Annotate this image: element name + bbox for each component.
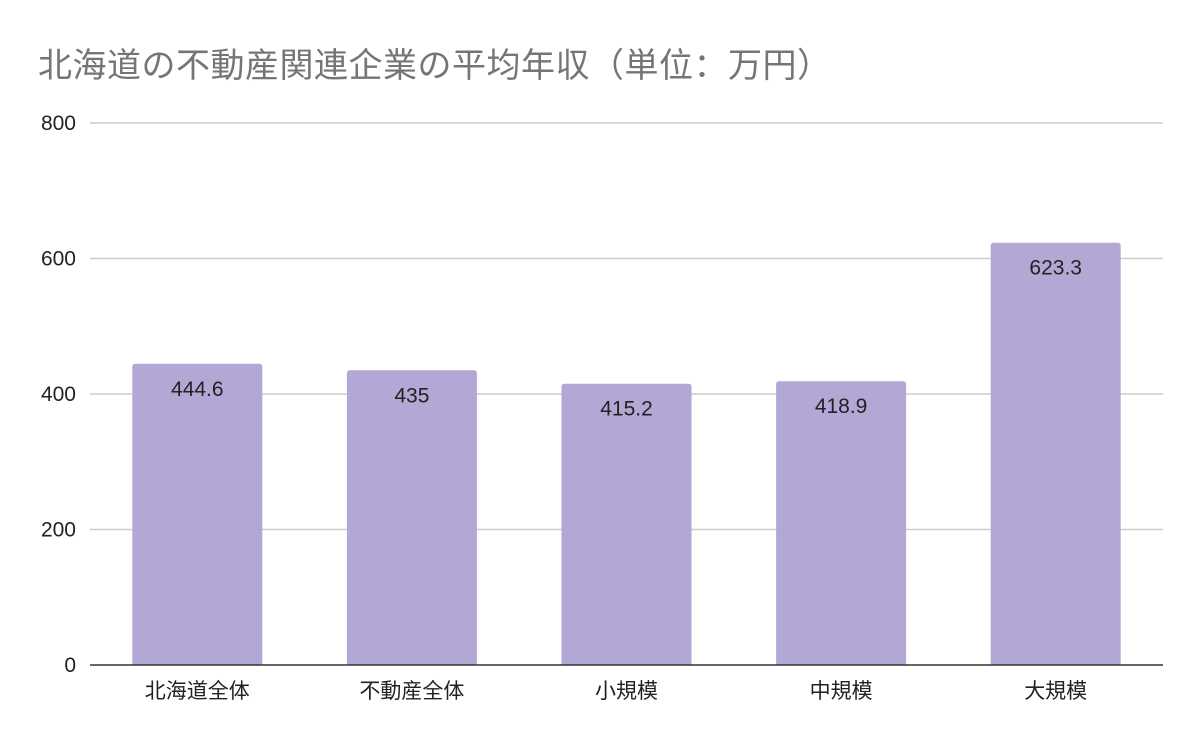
data-label: 418.9 xyxy=(815,395,868,418)
y-tick-label: 200 xyxy=(41,519,76,542)
data-label: 444.6 xyxy=(171,378,224,401)
data-labels: 444.6 435 415.2 418.9 623.3 xyxy=(171,257,1082,421)
x-category-label: 不動産全体 xyxy=(359,679,464,703)
x-category-label: 中規模 xyxy=(810,679,873,703)
x-category-label: 大規模 xyxy=(1024,679,1087,703)
bar-4 xyxy=(776,381,907,665)
chart-title: 北海道の不動産関連企業の平均年収（単位：万円） xyxy=(38,46,832,86)
data-label: 435 xyxy=(394,384,429,407)
x-category-label: 小規模 xyxy=(595,679,658,703)
y-tick-label: 0 xyxy=(64,654,76,677)
y-tick-label: 800 xyxy=(41,112,76,135)
data-label: 415.2 xyxy=(600,398,653,421)
y-tick-label: 600 xyxy=(41,248,76,271)
x-axis-category-labels: 北海道全体 不動産全体 小規模 中規模 大規模 xyxy=(145,679,1087,703)
data-label: 623.3 xyxy=(1029,257,1082,280)
bars xyxy=(132,242,1121,666)
y-axis-tick-labels: 0 200 400 600 800 xyxy=(41,112,76,677)
y-tick-label: 400 xyxy=(41,383,76,406)
bar-5 xyxy=(990,242,1121,666)
bar-1 xyxy=(132,363,263,665)
bar-3 xyxy=(561,383,692,665)
x-category-label: 北海道全体 xyxy=(145,679,250,703)
bar-2 xyxy=(346,370,477,665)
